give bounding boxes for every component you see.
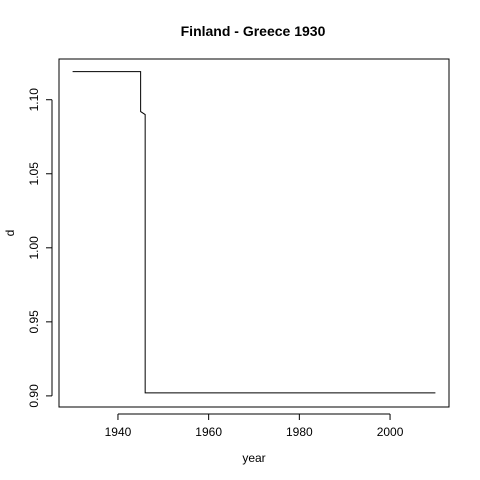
y-axis-label: d — [3, 230, 17, 237]
y-tick-label: 1.00 — [27, 236, 41, 260]
series-line — [72, 71, 436, 394]
y-axis: 0.90 0.95 1.00 1.05 1.10 — [27, 88, 53, 408]
plot-frame — [58, 58, 450, 408]
x-axis: 1940 1960 1980 2000 — [105, 413, 404, 439]
y-tick-label: 1.05 — [27, 162, 41, 186]
y-tick-label: 1.10 — [27, 88, 41, 112]
x-tick-label: 1960 — [195, 425, 222, 439]
y-tick-label: 0.95 — [27, 310, 41, 334]
x-tick-label: 1980 — [286, 425, 313, 439]
y-tick-label: 0.90 — [27, 384, 41, 408]
x-tick-label: 1940 — [105, 425, 132, 439]
chart-title: Finland - Greece 1930 — [181, 23, 326, 39]
x-axis-label: year — [242, 451, 265, 465]
x-tick-label: 2000 — [377, 425, 404, 439]
